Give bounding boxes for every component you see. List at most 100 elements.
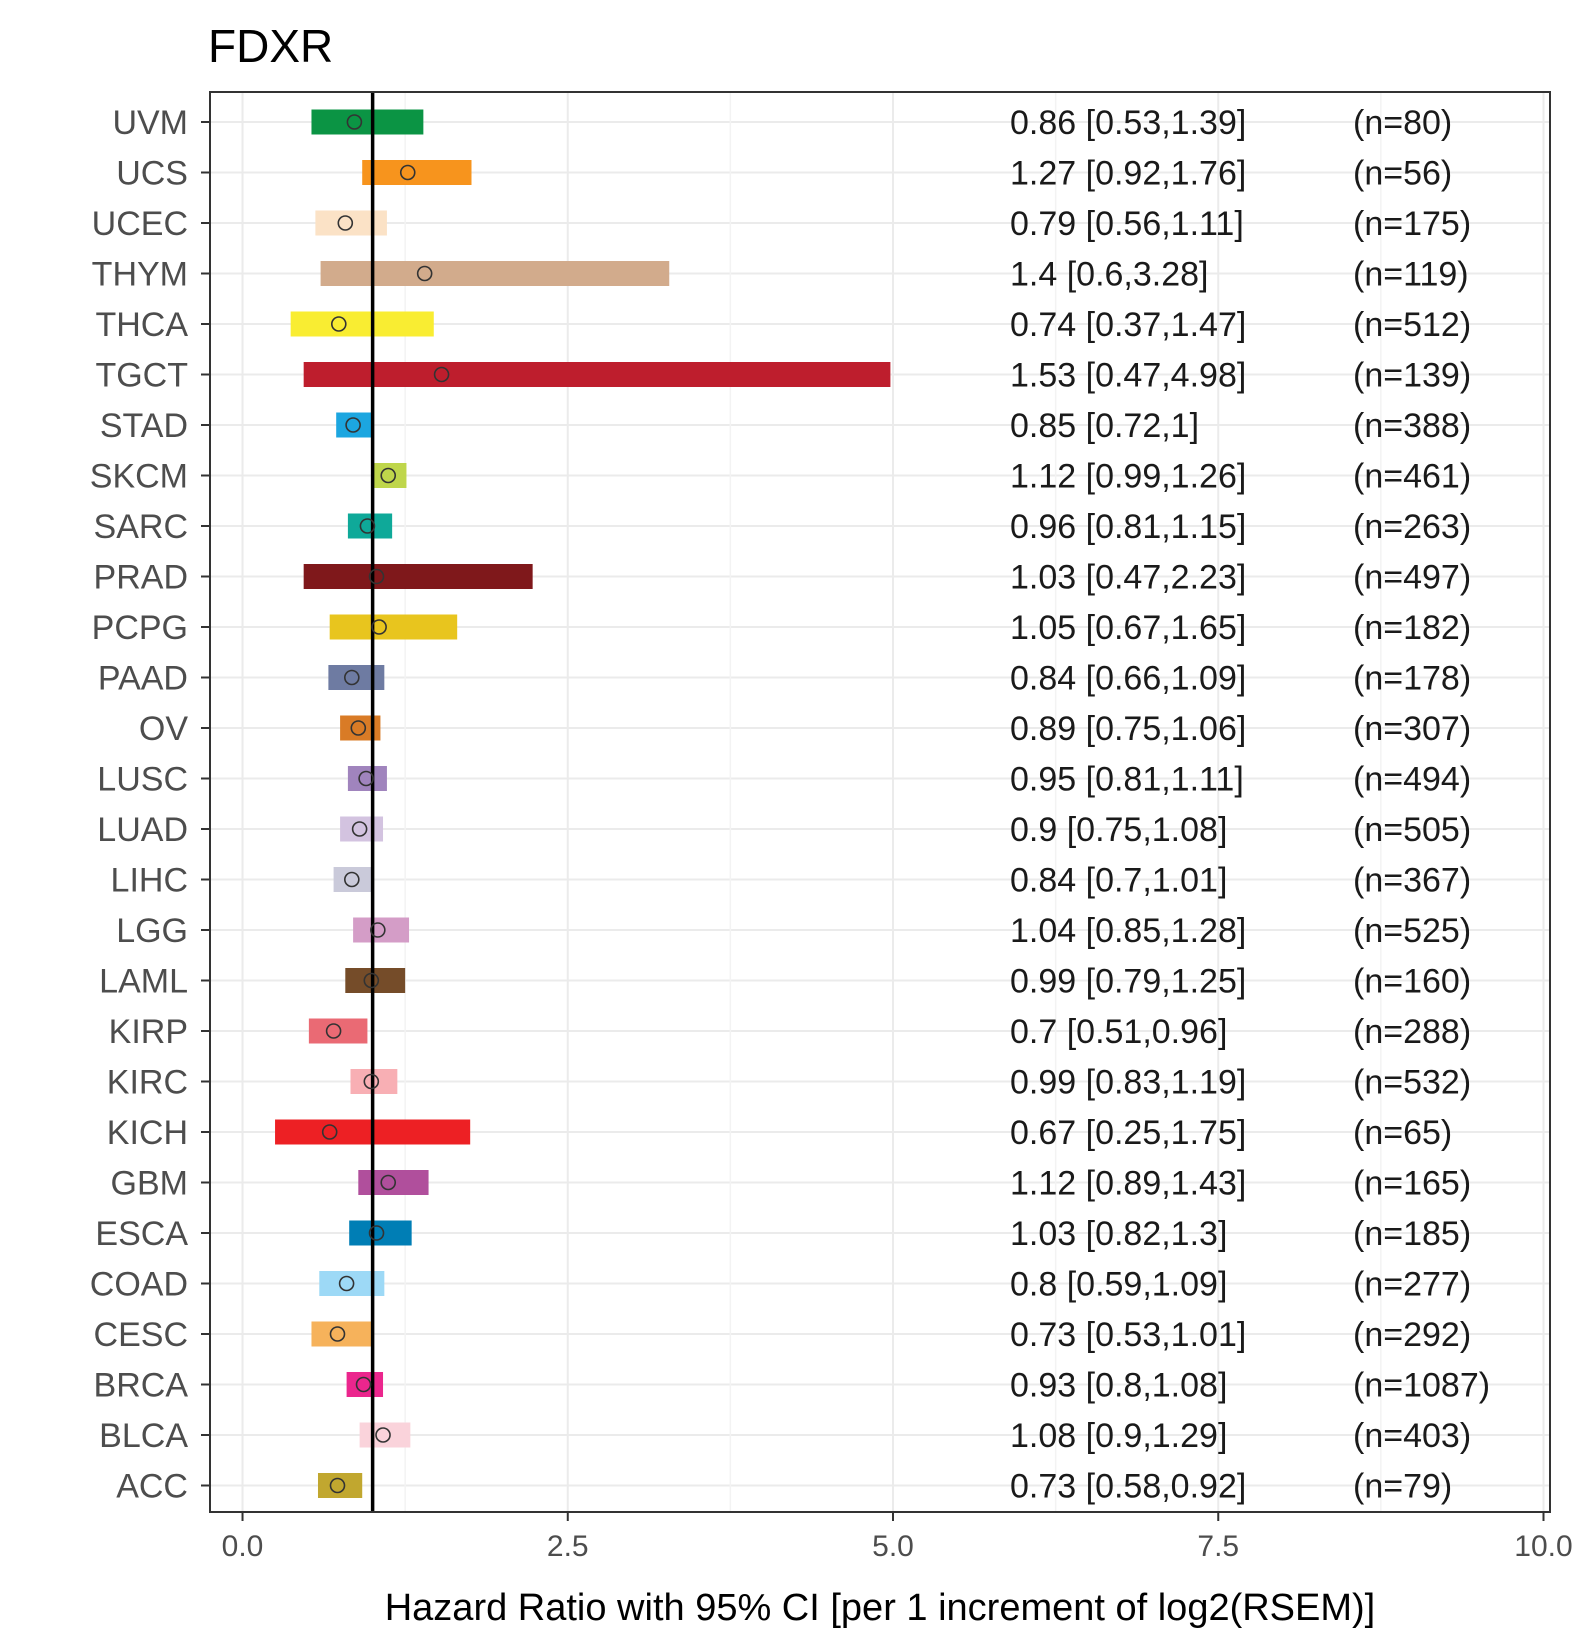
x-tick-label: 7.5 xyxy=(1197,1530,1239,1563)
y-label-coad: COAD xyxy=(90,1266,188,1304)
sample-size-label-stad: (n=388) xyxy=(1353,407,1471,445)
sample-size-label-thym: (n=119) xyxy=(1353,256,1469,294)
hr-ci-label-kich: 0.67 [0.25,1.75] xyxy=(1010,1114,1246,1152)
hr-point-coad xyxy=(338,1275,355,1292)
sample-size-label-laml: (n=160) xyxy=(1353,963,1471,1001)
sample-size-label-acc: (n=79) xyxy=(1353,1468,1452,1506)
y-label-prad: PRAD xyxy=(94,559,188,597)
hr-point-prad xyxy=(368,568,385,585)
hr-ci-label-esca: 1.03 [0.82,1.3] xyxy=(1010,1215,1227,1253)
hr-ci-label-kirc: 0.99 [0.83,1.19] xyxy=(1010,1064,1246,1102)
sample-size-label-skcm: (n=461) xyxy=(1353,458,1471,496)
x-tick-label: 0.0 xyxy=(222,1530,264,1563)
y-label-pcpg: PCPG xyxy=(92,609,188,647)
ci-bar-cesc xyxy=(311,1321,374,1347)
sample-size-label-esca: (n=185) xyxy=(1353,1215,1471,1253)
hr-ci-label-brca: 0.93 [0.8,1.08] xyxy=(1010,1367,1227,1405)
ci-bar-pcpg xyxy=(329,614,458,640)
hr-ci-label-stad: 0.85 [0.72,1] xyxy=(1010,407,1199,445)
hr-ci-label-gbm: 1.12 [0.89,1.43] xyxy=(1010,1165,1246,1203)
y-label-esca: ESCA xyxy=(95,1215,188,1253)
hr-ci-label-ov: 0.89 [0.75,1.06] xyxy=(1010,710,1246,748)
ci-bar-paad xyxy=(328,665,385,690)
hr-point-brca xyxy=(355,1376,372,1393)
hr-point-laml xyxy=(363,972,380,989)
y-label-acc: ACC xyxy=(116,1468,188,1506)
sample-size-label-tgct: (n=139) xyxy=(1353,357,1471,395)
ci-bar-prad xyxy=(303,564,533,589)
y-label-blca: BLCA xyxy=(99,1417,188,1455)
hr-point-ucec xyxy=(337,215,354,231)
sample-size-label-ucs: (n=56) xyxy=(1353,155,1452,193)
sample-size-label-ucec: (n=175) xyxy=(1353,205,1471,243)
hr-point-blca xyxy=(375,1427,391,1443)
hr-ci-label-ucs: 1.27 [0.92,1.76] xyxy=(1010,155,1246,193)
y-label-thym: THYM xyxy=(92,256,188,294)
hr-point-lusc xyxy=(358,770,374,787)
y-label-luad: LUAD xyxy=(97,811,188,849)
y-label-uvm: UVM xyxy=(112,104,188,142)
y-label-paad: PAAD xyxy=(98,660,188,698)
hr-ci-label-uvm: 0.86 [0.53,1.39] xyxy=(1010,104,1246,142)
hr-point-ov xyxy=(350,720,367,736)
y-label-sarc: SARC xyxy=(94,508,188,546)
sample-size-label-lgg: (n=525) xyxy=(1353,912,1471,950)
hazard-ratio-points xyxy=(321,114,450,1494)
sample-size-label-gbm: (n=165) xyxy=(1353,1165,1471,1203)
hr-ci-label-blca: 1.08 [0.9,1.29] xyxy=(1010,1417,1227,1455)
hr-annotations: 0.86 [0.53,1.39] (n=80) 1.27 [0.92,1.76] (n… xyxy=(1010,104,1490,1506)
hr-ci-label-thca: 0.74 [0.37,1.47] xyxy=(1010,306,1246,344)
ci-bar-ucec xyxy=(315,210,387,236)
ci-bar-kirp xyxy=(308,1018,368,1044)
hr-point-stad xyxy=(345,417,361,433)
y-label-cesc: CESC xyxy=(94,1316,188,1354)
plot-panel-background xyxy=(210,92,1550,1512)
y-label-lusc: LUSC xyxy=(97,761,188,799)
ci-bar-thym xyxy=(320,261,670,286)
sample-size-label-prad: (n=497) xyxy=(1353,559,1471,597)
ci-bar-uvm xyxy=(311,109,424,135)
hr-ci-label-acc: 0.73 [0.58,0.92] xyxy=(1010,1468,1246,1506)
hr-ci-label-lgg: 1.04 [0.85,1.28] xyxy=(1010,912,1246,950)
y-label-kirc: KIRC xyxy=(107,1064,188,1102)
sample-size-label-ov: (n=307) xyxy=(1353,710,1471,748)
hr-ci-label-sarc: 0.96 [0.81,1.15] xyxy=(1010,508,1246,546)
sample-size-label-brca: (n=1087) xyxy=(1353,1367,1490,1405)
y-label-brca: BRCA xyxy=(94,1367,189,1405)
hr-point-luad xyxy=(351,821,368,837)
y-label-gbm: GBM xyxy=(111,1165,188,1203)
hr-point-esca xyxy=(368,1225,385,1241)
hr-ci-label-thym: 1.4 [0.6,3.28] xyxy=(1010,256,1209,294)
y-label-skcm: SKCM xyxy=(90,458,188,496)
y-label-ucec: UCEC xyxy=(92,205,188,243)
hr-point-ucs xyxy=(399,164,416,181)
ci-bar-gbm xyxy=(358,1170,429,1195)
hr-point-pcpg xyxy=(371,619,387,635)
sample-size-label-thca: (n=512) xyxy=(1353,306,1471,344)
y-axis-labels: UVM UCS UCEC THYM THCA TGCT STAD SKCM SARC PRAD PC… xyxy=(90,104,189,1506)
hr-ci-label-lihc: 0.84 [0.7,1.01] xyxy=(1010,862,1227,900)
ci-bar-lusc xyxy=(347,766,387,791)
sample-size-label-kirc: (n=532) xyxy=(1353,1064,1471,1102)
ci-bar-luad xyxy=(340,816,384,842)
y-label-ov: OV xyxy=(139,710,188,748)
sample-size-label-coad: (n=277) xyxy=(1353,1266,1471,1304)
hr-point-thym xyxy=(416,265,433,282)
ci-bar-lihc xyxy=(333,867,374,892)
hr-point-uvm xyxy=(346,114,363,130)
y-label-tgct: TGCT xyxy=(95,357,188,395)
sample-size-label-luad: (n=505) xyxy=(1353,811,1471,849)
y-label-kich: KICH xyxy=(107,1114,188,1152)
y-label-ucs: UCS xyxy=(116,155,188,193)
ci-bar-ucs xyxy=(362,160,472,185)
hr-point-kirp xyxy=(325,1023,342,1039)
plot-panel-border xyxy=(209,91,1551,1513)
ci-bar-coad xyxy=(319,1271,385,1296)
sample-size-label-kirp: (n=288) xyxy=(1353,1013,1471,1051)
hr-point-lgg xyxy=(370,922,386,938)
y-label-lgg: LGG xyxy=(116,912,188,950)
ci-bar-laml xyxy=(345,968,406,993)
x-axis-ticks: 0.0 2.5 5.0 7.5 10.0 xyxy=(222,1512,1573,1563)
x-tick-label: 5.0 xyxy=(872,1530,914,1563)
